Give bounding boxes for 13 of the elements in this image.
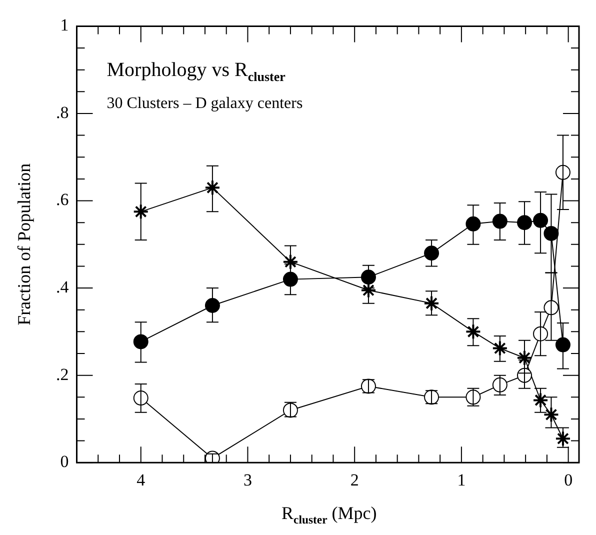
y-axis-title: Fraction of Population: [14, 163, 34, 326]
y-tick-label: .6: [56, 190, 69, 210]
y-tick-label: .8: [56, 102, 69, 122]
y-tick-label: .2: [56, 364, 69, 384]
text: 30 Clusters – D galaxy centers: [106, 95, 303, 112]
x-tick-label: 3: [243, 470, 252, 490]
y-tick-label: .4: [56, 278, 70, 297]
y-tick-label: 0: [60, 452, 69, 472]
x-tick-label: 2: [350, 470, 359, 490]
x-tick-label: 4: [136, 470, 146, 490]
x-tick-label: 1: [457, 470, 466, 490]
x-tick-label: 0: [564, 470, 573, 490]
y-tick-label: 1: [60, 16, 69, 35]
